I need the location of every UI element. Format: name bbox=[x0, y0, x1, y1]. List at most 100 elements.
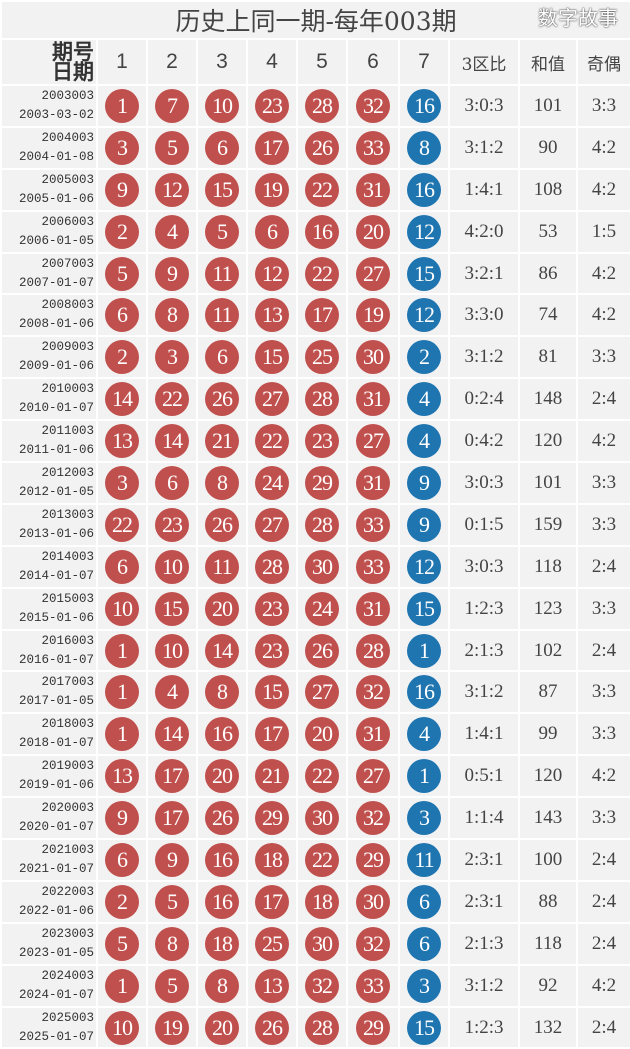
red-ball: 16 bbox=[305, 214, 339, 249]
issue-date-cell: 2016003 2016-01-07 bbox=[0, 628, 98, 673]
blue-ball: 4 bbox=[407, 717, 441, 752]
red-ball: 27 bbox=[255, 382, 289, 417]
blue-ball: 8 bbox=[407, 130, 441, 165]
red-ball: 11 bbox=[205, 298, 239, 333]
red-ball: 33 bbox=[356, 968, 390, 1003]
issue-number: 2025003 bbox=[41, 1010, 94, 1025]
red-ball-cell: 8 bbox=[146, 293, 198, 338]
red-ball-cell: 30 bbox=[346, 335, 400, 380]
issue-date-cell: 2022003 2022-01-06 bbox=[0, 879, 98, 924]
issue-date-cell: 2013003 2013-01-06 bbox=[0, 502, 98, 547]
red-ball-cell: 13 bbox=[96, 419, 148, 464]
red-ball-cell: 19 bbox=[346, 293, 400, 338]
issue-number: 2003003 bbox=[41, 88, 94, 103]
red-ball-cell: 8 bbox=[196, 963, 248, 1008]
sum-value: 74 bbox=[518, 293, 578, 338]
red-ball-cell: 12 bbox=[246, 251, 298, 296]
blue-ball-cell: 15 bbox=[398, 586, 450, 631]
red-ball: 6 bbox=[105, 298, 139, 333]
draw-date: 2025-01-07 bbox=[18, 1029, 94, 1044]
issue-date-cell: 2008003 2008-01-06 bbox=[0, 293, 98, 338]
issue-number: 2011003 bbox=[41, 424, 94, 439]
blue-ball: 4 bbox=[407, 382, 441, 417]
sum-value: 159 bbox=[518, 502, 578, 547]
red-ball-cell: 32 bbox=[346, 84, 400, 128]
red-ball: 12 bbox=[155, 172, 189, 207]
red-ball-cell: 17 bbox=[246, 879, 298, 924]
red-ball-cell: 22 bbox=[296, 167, 348, 212]
red-ball-cell: 23 bbox=[296, 419, 348, 464]
red-ball-cell: 18 bbox=[196, 921, 248, 966]
odd-even-ratio: 2:4 bbox=[575, 628, 630, 673]
blue-ball-cell: 11 bbox=[398, 838, 450, 882]
red-ball: 10 bbox=[155, 549, 189, 584]
red-ball: 5 bbox=[155, 968, 189, 1003]
blue-ball: 16 bbox=[407, 675, 441, 710]
red-ball-cell: 27 bbox=[346, 419, 400, 464]
red-ball: 22 bbox=[305, 842, 339, 877]
table-row: 2021003 2021-01-07 6 9 16 18 22 29 11 2:3:1 100 2:4 bbox=[0, 838, 630, 882]
red-ball-cell: 1 bbox=[96, 670, 148, 715]
red-ball: 28 bbox=[305, 88, 339, 123]
red-ball: 3 bbox=[105, 465, 139, 500]
red-ball: 13 bbox=[105, 424, 139, 459]
red-ball: 9 bbox=[105, 801, 139, 836]
odd-even-ratio: 2:4 bbox=[575, 377, 630, 422]
blue-ball-cell: 16 bbox=[398, 167, 450, 212]
sum-value: 101 bbox=[518, 461, 578, 505]
blue-ball-cell: 15 bbox=[398, 251, 450, 296]
table-row: 2020003 2020-01-07 9 17 26 29 30 32 3 1:1:4 143 3:3 bbox=[0, 796, 630, 841]
red-ball-cell: 22 bbox=[96, 502, 148, 547]
red-ball-cell: 26 bbox=[246, 1005, 298, 1049]
sum-value: 148 bbox=[518, 377, 578, 422]
table-row: 2019003 2019-01-06 13 17 20 21 22 27 1 0:5:1 120 4:… bbox=[0, 754, 630, 799]
red-ball-cell: 30 bbox=[296, 796, 348, 841]
red-ball: 7 bbox=[155, 88, 189, 123]
zone-ratio: 0:1:5 bbox=[448, 502, 520, 547]
table-row: 2003003 2003-03-02 1 7 10 23 28 32 16 3:0:3 101 3:3 bbox=[0, 84, 630, 128]
red-ball: 14 bbox=[155, 424, 189, 459]
red-ball: 23 bbox=[255, 591, 289, 626]
red-ball-cell: 5 bbox=[96, 251, 148, 296]
blue-ball-cell: 12 bbox=[398, 544, 450, 589]
zone-ratio: 3:0:3 bbox=[448, 544, 520, 589]
odd-even-ratio: 2:4 bbox=[575, 838, 630, 882]
blue-ball: 1 bbox=[407, 759, 441, 794]
red-ball: 28 bbox=[305, 382, 339, 417]
red-ball-cell: 31 bbox=[346, 461, 400, 505]
blue-ball: 15 bbox=[407, 1010, 441, 1045]
blue-ball: 12 bbox=[407, 549, 441, 584]
watermark: 数字故事 bbox=[538, 6, 618, 30]
blue-ball: 12 bbox=[407, 298, 441, 333]
red-ball: 24 bbox=[305, 591, 339, 626]
red-ball-cell: 20 bbox=[196, 1005, 248, 1049]
red-ball: 30 bbox=[356, 884, 390, 919]
table-row: 2014003 2014-01-07 6 10 11 28 30 33 12 3:0:3 118 2:… bbox=[0, 544, 630, 589]
red-ball-cell: 32 bbox=[346, 921, 400, 966]
red-ball-cell: 2 bbox=[96, 335, 148, 380]
issue-date-cell: 2003003 2003-03-02 bbox=[0, 84, 98, 128]
red-ball-cell: 3 bbox=[96, 125, 148, 170]
red-ball-cell: 32 bbox=[346, 670, 400, 715]
red-ball-cell: 5 bbox=[146, 125, 198, 170]
issue-date-cell: 2017003 2017-01-05 bbox=[0, 670, 98, 715]
red-ball: 29 bbox=[255, 801, 289, 836]
zone-ratio: 2:1:3 bbox=[448, 921, 520, 966]
col-sum: 和值 bbox=[518, 38, 578, 86]
issue-number: 2014003 bbox=[41, 549, 94, 564]
blue-ball: 3 bbox=[407, 801, 441, 836]
red-ball-cell: 28 bbox=[296, 84, 348, 128]
red-ball-cell: 17 bbox=[146, 754, 198, 799]
red-ball-cell: 22 bbox=[296, 754, 348, 799]
red-ball-cell: 10 bbox=[146, 544, 198, 589]
red-ball-cell: 15 bbox=[246, 335, 298, 380]
red-ball: 25 bbox=[255, 926, 289, 961]
issue-date-cell: 2006003 2006-01-05 bbox=[0, 209, 98, 254]
red-ball-cell: 14 bbox=[146, 712, 198, 757]
red-ball: 26 bbox=[305, 633, 339, 668]
table-row: 2018003 2018-01-07 1 14 16 17 20 31 4 1:4:1 99 3:3 bbox=[0, 712, 630, 757]
blue-ball-cell: 15 bbox=[398, 1005, 450, 1049]
zone-ratio: 3:0:3 bbox=[448, 461, 520, 505]
draw-date: 2007-01-07 bbox=[18, 275, 94, 290]
